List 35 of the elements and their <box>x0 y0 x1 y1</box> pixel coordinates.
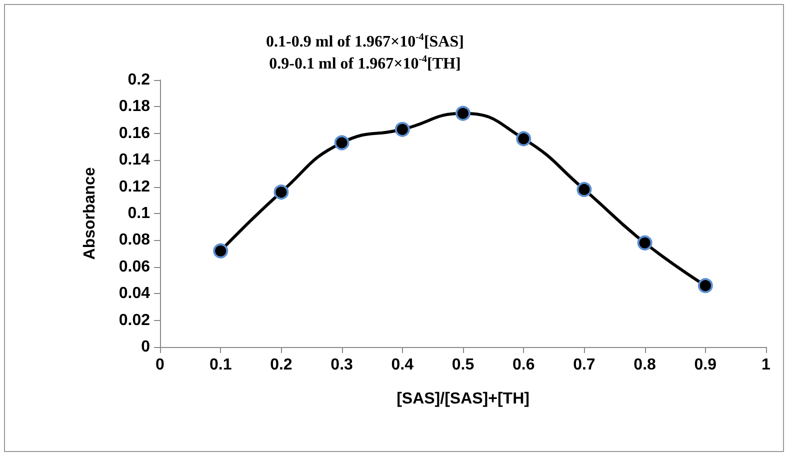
y-tick-label: 0.08 <box>118 232 150 249</box>
y-tick-label: 0.18 <box>118 98 150 116</box>
point <box>213 243 228 258</box>
y-tick-label: 0.12 <box>118 178 150 196</box>
x-tick-label: 0.9 <box>694 356 717 374</box>
x-tick-label: 0.2 <box>270 356 292 374</box>
y-tick-label: 0.16 <box>118 124 150 142</box>
y-tick-label: 0.1 <box>128 205 150 222</box>
x-tick-label: 0.6 <box>512 356 535 374</box>
x-tick-label: 1 <box>762 356 771 374</box>
y-tick-label: 0.2 <box>128 72 150 88</box>
point <box>516 131 532 146</box>
x-tick-label: 0.7 <box>573 356 596 374</box>
chart-title: 0.1-0.9 ml of 1.967×10$^{-4}$[SAS] <box>265 32 465 52</box>
x-tick-label: 0 <box>156 356 165 374</box>
y-tick-label: 0.14 <box>118 152 150 169</box>
y-tick-label: 0.04 <box>118 285 150 302</box>
point <box>274 184 289 200</box>
x-axis-title: [SAS]/[SAS]+[TH] <box>396 390 530 408</box>
y-tick-label: 0.02 <box>118 312 150 329</box>
x-tick-label: 0.5 <box>452 356 474 374</box>
x-tick-label: 0.1 <box>209 356 232 374</box>
point <box>394 122 410 137</box>
y-axis-title: Absorbance <box>82 167 98 260</box>
point <box>576 182 592 197</box>
x-tick-label: 0.8 <box>634 356 656 374</box>
x-tick-label: 0.4 <box>391 356 414 374</box>
point <box>456 106 470 121</box>
y-tick-label: 0 <box>141 338 150 356</box>
y-tick-label: 0.06 <box>118 258 150 276</box>
x-tick-label: 0.3 <box>330 356 354 374</box>
chart-subtitle: 0.9-0.1 ml of 1.967×10$^{-4}$[TH] <box>268 54 462 74</box>
point <box>698 278 713 294</box>
point <box>637 235 652 250</box>
point <box>334 135 350 150</box>
